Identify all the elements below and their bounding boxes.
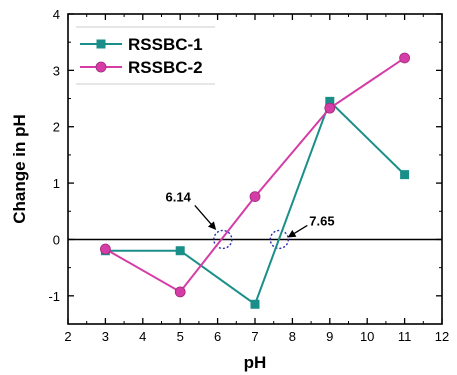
data-point-rssbc-1 xyxy=(325,96,335,106)
annotation-label: 7.65 xyxy=(309,213,334,228)
x-tick-label: 8 xyxy=(289,329,296,344)
annotations: 6.14 7.65 xyxy=(166,189,335,250)
y-tick-label: 0 xyxy=(53,232,60,247)
legend-marker-rssbc-2 xyxy=(95,61,107,73)
data-point-rssbc-2 xyxy=(249,191,261,203)
annotation-arrow xyxy=(287,224,308,238)
x-tick-label: 10 xyxy=(360,329,374,344)
legend: RSSBC-1 RSSBC-2 xyxy=(76,26,215,85)
legend-marker-rssbc-1 xyxy=(96,39,106,49)
x-tick-label: 5 xyxy=(177,329,184,344)
x-tick-label: 6 xyxy=(214,329,221,344)
x-tick-label: 4 xyxy=(139,329,146,344)
y-tick-label: -1 xyxy=(48,289,60,304)
data-point-rssbc-1 xyxy=(250,299,260,309)
y-tick-label: 1 xyxy=(53,176,60,191)
annotation-label: 6.14 xyxy=(166,189,192,204)
x-tick-label: 11 xyxy=(398,329,412,344)
data-point-rssbc-1 xyxy=(400,170,410,180)
data-point-rssbc-1 xyxy=(175,246,185,256)
x-tick-label: 12 xyxy=(435,329,449,344)
y-tick-label: 4 xyxy=(53,7,60,22)
x-tick-label: 3 xyxy=(102,329,109,344)
y-tick-label: 3 xyxy=(53,63,60,78)
plot-frame xyxy=(67,13,443,325)
y-tick-label: 2 xyxy=(53,120,60,135)
series-group xyxy=(100,52,411,309)
legend-label-rssbc-2: RSSBC-2 xyxy=(128,58,203,77)
x-tick-label: 7 xyxy=(251,329,258,344)
data-point-rssbc-2 xyxy=(100,243,111,255)
data-point-rssbc-2 xyxy=(399,52,411,64)
legend-label-rssbc-1: RSSBC-1 xyxy=(128,35,203,54)
data-point-rssbc-2 xyxy=(324,102,336,114)
x-tick-label: 9 xyxy=(326,329,333,344)
annotation-arrow xyxy=(194,205,217,230)
x-axis-title: pH xyxy=(244,353,267,372)
data-point-rssbc-2 xyxy=(174,286,186,298)
annotation-circle xyxy=(213,229,233,250)
y-axis-title: Change in pH xyxy=(10,114,29,224)
annotation-circle xyxy=(269,229,290,250)
series-line-rssbc-2 xyxy=(104,57,406,294)
x-tick-label: 2 xyxy=(64,329,71,344)
